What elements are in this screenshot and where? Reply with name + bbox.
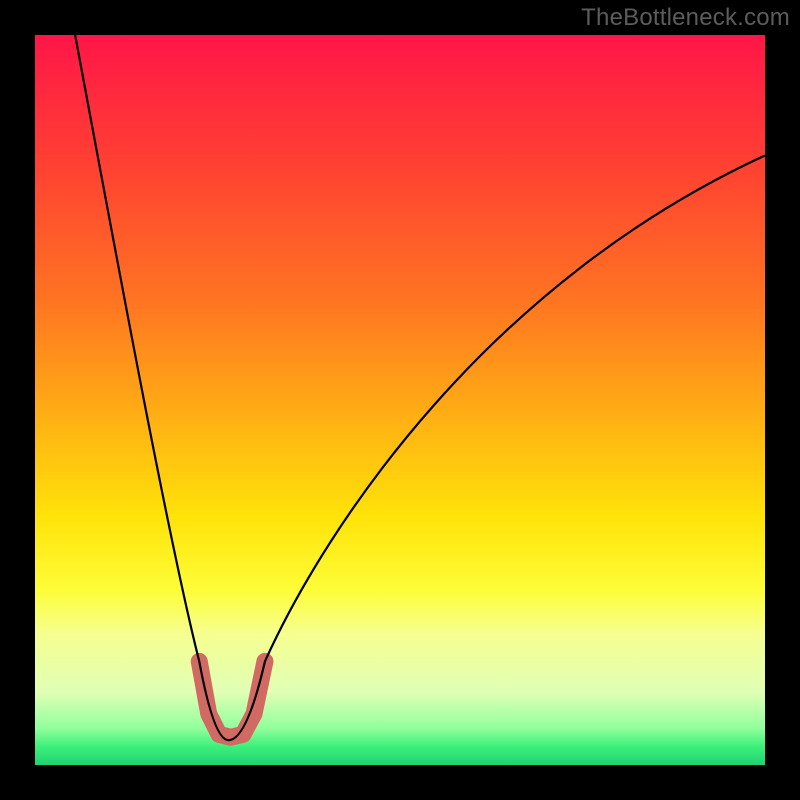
chart-svg: [35, 35, 765, 765]
watermark-text: TheBottleneck.com: [581, 4, 790, 32]
chart-plot-area: [35, 35, 765, 765]
